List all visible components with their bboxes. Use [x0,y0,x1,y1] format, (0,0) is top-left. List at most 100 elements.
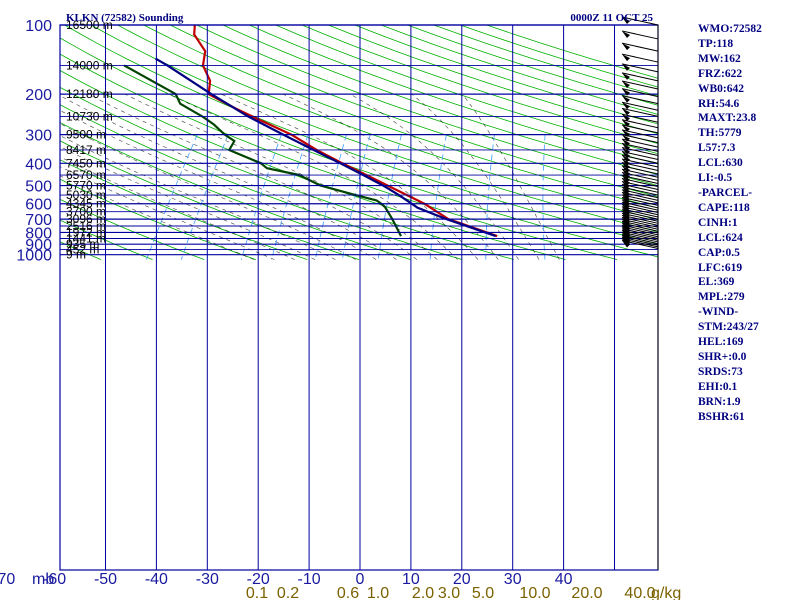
wind-barb-flag [622,169,630,177]
mixing-ratio-line [146,134,198,260]
height-label: 10730 m [66,109,113,123]
wind-barb [621,168,659,178]
wind-barb [621,150,659,160]
sounding-index-item: L57:7.3 [698,142,736,155]
dry-adiabat [60,122,411,260]
dry-adiabat [60,178,256,260]
sounding-index-item: -PARCEL- [698,186,753,199]
wind-barb [621,191,659,201]
dry-adiabat [90,25,658,233]
wind-barb [621,158,659,168]
sounding-index-item: MW:162 [698,52,741,65]
height-label: 7450 m [66,156,106,170]
sounding-index-item: MAXT:23.8 [698,112,757,125]
wind-barb [621,212,659,222]
dry-adiabat [222,25,658,176]
wind-barb [621,178,659,188]
sounding-index-item: HEL:169 [698,336,744,349]
moist-adiabat [462,93,560,260]
wind-barb [621,95,659,105]
wind-barb [621,119,659,129]
moist-adiabat [60,110,377,260]
parcel-trace [154,57,497,238]
wind-barb [621,171,659,181]
height-label: 9 m [66,248,86,262]
dry-adiabat [60,241,102,260]
height-label: 4345 m [66,197,106,211]
moist-adiabat [282,93,499,260]
wind-barb-flag [622,43,630,51]
height-label: 16500 m [66,18,113,32]
wind-barb [621,235,659,245]
sounding-index-item: WMO:72582 [698,23,762,35]
height-label: 935 m [66,237,99,251]
wind-barb [621,218,659,228]
sounding-index-item: FRZ:622 [698,67,743,80]
mixing-ratio-line [377,134,402,260]
temperature-label: 30 [504,571,522,588]
dry-adiabat [328,25,658,135]
dry-adiabat [170,25,658,198]
sounding-index-item: LFC:619 [698,261,743,274]
chart-frame [59,24,659,571]
wind-barb [621,214,659,224]
dry-adiabat [60,69,566,260]
sounding-index-item: TH:5779 [698,127,742,140]
wind-barb [621,16,659,26]
moist-adiabat [349,93,519,260]
moist-adiabat [124,93,438,260]
sounding-index-item: TP:118 [698,37,734,50]
wind-barb [621,183,659,193]
wind-barb-flag [622,114,630,122]
wind-barb [621,189,659,199]
sounding-index-item: LI:-0.5 [698,172,733,185]
wind-barb [621,88,659,98]
wind-barb [621,220,659,230]
mixing-ratio-line [342,134,371,260]
sounding-index-item: CAP:0.5 [698,246,740,259]
wind-barb-flag [622,108,630,116]
height-label: 1441 m [66,231,106,245]
dry-adiabat [275,25,658,155]
pressure-unit-label: mb [32,571,54,588]
moist-adiabat [88,93,418,260]
wind-barb [621,222,659,232]
sounding-index-item: EHI:0.1 [698,380,738,393]
sounding-index-item: SHR+:0.0 [698,350,747,363]
wind-barb-flag [622,134,630,142]
temperature-label: 10 [402,571,420,588]
sounding-index-item: LCL:624 [698,231,743,244]
height-label: 6570 m [66,168,106,182]
sounding-index-item: EL:369 [698,276,735,289]
wind-barb-flag [622,88,630,96]
moist-adiabat [60,95,397,260]
wind-barb-flag [622,124,630,132]
wind-barb-flag [622,165,630,173]
sounding-index-item: BSHR:61 [698,410,745,423]
temperature-label: -30 [196,571,219,588]
wind-barb-flag [622,30,630,38]
dry-adiabat [60,104,463,260]
height-label: 14000 m [66,58,113,72]
sounding-indices-panel: WMO:72582 TP:118 MW:162 FRZ:622 WB0:642 RH:54… [698,22,800,424]
height-label: 452 m [66,243,99,257]
wind-barb-flag [622,63,630,71]
height-label: 8417 m [66,143,106,157]
mixing-ratio-line [180,134,229,260]
wind-barb [621,186,659,196]
temperature-label: -20 [247,571,270,588]
sounding-index-item: CINH:1 [698,216,738,229]
wind-barb [621,101,659,111]
pressure-label: 900 [25,237,52,254]
wind-barb [621,162,659,171]
mixing-ratio-label: 10.0 [519,585,550,600]
temperature-label: -60 [43,571,66,588]
mixing-ratio-label: 1.0 [367,585,389,600]
wind-barb-flag [622,17,630,24]
dry-adiabat [60,53,618,260]
wind-barb [621,175,659,185]
wind-barb [621,210,659,220]
mixing-ratio-label: 0.2 [277,585,299,600]
temperature-label: 20 [453,571,471,588]
